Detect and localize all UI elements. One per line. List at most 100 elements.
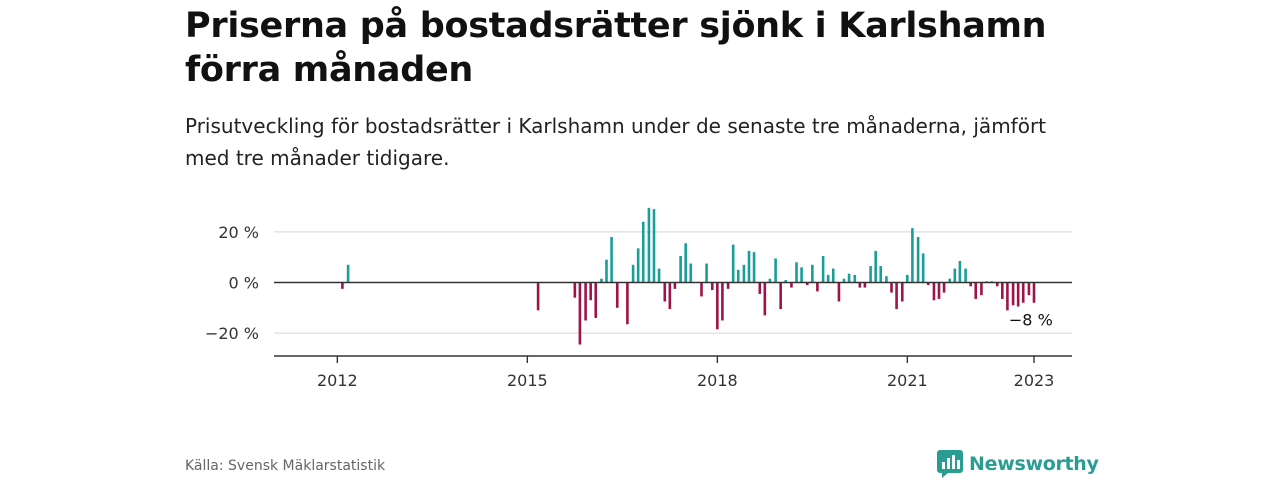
bar: [926, 282, 930, 286]
bar: [663, 282, 667, 302]
bar: [726, 282, 730, 289]
bar: [647, 207, 651, 283]
bar: [752, 252, 756, 283]
bar: [863, 282, 867, 288]
bar: [921, 253, 925, 283]
bar: [615, 282, 619, 308]
bar: [911, 228, 914, 283]
bar: [1001, 282, 1004, 299]
bar: [721, 282, 724, 321]
bar: [731, 244, 735, 283]
bar: [774, 258, 777, 283]
bar: [964, 268, 967, 283]
bar: [346, 264, 350, 283]
bar: [600, 278, 603, 283]
bar: [679, 255, 682, 283]
x-tick-label: 2015: [507, 371, 548, 390]
bar: [673, 282, 677, 289]
bar: [578, 282, 582, 345]
bar: [895, 282, 898, 310]
bar: [995, 282, 999, 287]
bar: [705, 263, 708, 283]
bar: [932, 282, 936, 301]
bar: [784, 279, 788, 283]
bar: [668, 282, 672, 310]
bar: [937, 282, 941, 299]
bar: [816, 282, 819, 292]
bar: [969, 282, 972, 287]
bars: [341, 207, 1036, 345]
bar: [900, 282, 904, 302]
bar: [831, 268, 835, 283]
x-axis-labels: 2012 2015 2018 2021 2023: [317, 371, 1054, 390]
bar: [853, 274, 857, 283]
bar: [821, 255, 825, 283]
bar: [1027, 282, 1031, 296]
bar: [1032, 282, 1036, 303]
bar: [805, 282, 809, 286]
bar: [795, 262, 798, 283]
bar: [874, 250, 877, 283]
bar: [826, 274, 830, 283]
bar: [948, 278, 952, 283]
x-tick-label: 2021: [887, 371, 928, 390]
bar: [710, 282, 714, 291]
chart-title: Priserna på bostadsrätter sjönk i Karlsh…: [185, 6, 1047, 90]
bar: [584, 282, 587, 321]
chart-subtitle: Prisutveckling för bostadsrätter i Karls…: [185, 114, 1047, 170]
bar: [716, 282, 719, 330]
bar: [890, 282, 893, 293]
bar: [747, 250, 751, 283]
y-tick-label: −20 %: [205, 324, 259, 343]
bar: [700, 282, 703, 297]
bar: [942, 282, 946, 293]
source-note: Källa: Svensk Mäklarstatistik: [185, 458, 386, 474]
bar: [758, 282, 762, 294]
bar: [885, 276, 888, 283]
annotation-label: −8 %: [1009, 311, 1053, 330]
bar: [790, 282, 793, 288]
bar: [1016, 282, 1020, 307]
bar: [573, 282, 577, 298]
newsworthy-logo-icon: [937, 450, 963, 478]
newsworthy-logo: Newsworthy: [937, 450, 1099, 478]
bar: [626, 282, 629, 325]
bar: [657, 268, 661, 283]
axes: [274, 281, 1072, 363]
gridlines: [274, 231, 1072, 334]
bar: [879, 266, 883, 283]
y-tick-label: 20 %: [218, 223, 259, 242]
bar: [1006, 282, 1009, 311]
bar: [980, 282, 983, 296]
bar: [605, 259, 608, 283]
bar: [974, 282, 978, 299]
bar: [953, 268, 957, 283]
bar: [641, 221, 645, 283]
bar: [610, 236, 613, 283]
bar: [869, 266, 872, 283]
annotations: −8 %: [1009, 311, 1053, 330]
y-tick-label: 0 %: [229, 274, 259, 293]
bar: [736, 269, 740, 283]
bar: [636, 248, 640, 283]
bar: [689, 263, 693, 283]
bar: [589, 282, 592, 301]
bar: [858, 282, 862, 288]
bar: [847, 273, 851, 283]
bar: [958, 261, 962, 283]
bar: [768, 278, 772, 283]
bar: [594, 282, 598, 318]
bar: [811, 264, 814, 283]
bar: [837, 282, 841, 302]
bar: [652, 209, 656, 283]
y-axis-labels: 20 % 0 % −20 %: [205, 223, 259, 343]
bar: [916, 236, 920, 283]
bar: [341, 282, 344, 289]
bar: [631, 264, 635, 283]
bar: [742, 264, 746, 283]
bar: [842, 278, 846, 283]
bar: [800, 267, 803, 283]
bar: [763, 282, 767, 316]
bar: [779, 282, 782, 310]
